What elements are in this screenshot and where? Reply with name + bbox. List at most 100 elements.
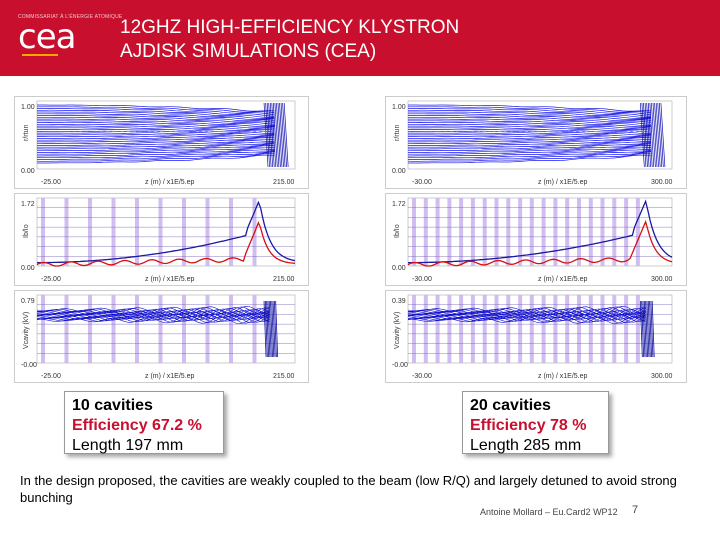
trajectory-spread-line (277, 102, 283, 168)
trajectory-line (37, 140, 275, 145)
voltage-trace (407, 307, 646, 316)
voltage-spread-line (271, 300, 275, 358)
trajectory-line (408, 134, 651, 138)
left-current-plot: 1.72 0.00 Ib/Io -25.00 z (m) / x1E/5.ep … (14, 193, 309, 286)
cavity-band (612, 198, 617, 266)
voltage-trace (407, 308, 646, 317)
trajectory-line (408, 131, 651, 134)
y-min-label: 0.00 (21, 265, 35, 272)
trajectory-line (37, 135, 275, 139)
voltage-trace (36, 307, 270, 316)
cavity-band (158, 295, 163, 363)
trajectory-line (37, 134, 275, 138)
y-max-label: 1.00 (392, 104, 406, 111)
voltage-spread-line (267, 300, 271, 358)
cavity-band (435, 295, 440, 363)
cavity-band (577, 295, 581, 363)
voltage-trace (36, 308, 270, 317)
trajectory-line (408, 118, 651, 123)
trajectory-line (408, 135, 651, 139)
trajectory-spread-line (649, 102, 655, 168)
trajectory-spread-line (639, 102, 645, 168)
right-voltage-plot: 0.39 -0.00 Vcavity (kV) -30.00 z (m) / x… (385, 290, 687, 383)
cavity-band (577, 198, 581, 266)
length-value: Length 197 mm (72, 437, 184, 454)
cavity-band (229, 198, 233, 266)
footer-author: Antoine Mollard – Eu.Card2 WP12 (480, 507, 618, 517)
cavity-band (88, 295, 92, 363)
trajectory-spread-line (660, 102, 666, 168)
right-radius-plot: 1.00 0.00 r/rtun -30.00 z (m) / x1E/5.ep… (385, 96, 687, 189)
x-axis-label: z (m) / x1E/5.ep (145, 276, 195, 283)
trajectory-line (37, 131, 275, 134)
trajectory-line (408, 150, 651, 157)
voltage-trace (36, 314, 270, 324)
cavity-band (518, 295, 523, 363)
voltage-trace (407, 311, 646, 320)
cavity-band (624, 295, 629, 363)
trajectory-line (37, 111, 275, 118)
trajectory-line (37, 116, 275, 122)
trajectory-line (408, 128, 651, 131)
x-max-label: 300.00 (651, 276, 673, 283)
current-second-harmonic-curve (36, 221, 296, 267)
voltage-trace (407, 315, 646, 325)
cavity-band (447, 295, 452, 363)
trajectory-line (408, 150, 651, 159)
cavity-band (506, 295, 511, 363)
voltage-spread-line (651, 300, 655, 358)
trajectory-line (407, 127, 651, 130)
x-max-label: 215.00 (273, 276, 295, 283)
cavity-band (135, 198, 139, 266)
cavity-band (588, 198, 593, 266)
trajectory-line (37, 145, 275, 152)
cavity-band (470, 198, 475, 266)
trajectory-spread-line (644, 102, 650, 168)
cavity-band (541, 295, 546, 363)
x-min-label: -30.00 (412, 276, 432, 283)
trajectory-line (37, 138, 275, 143)
x-axis-label: z (m) / x1E/5.ep (538, 373, 588, 380)
trajectory-line (408, 106, 651, 113)
cavity-band (600, 198, 605, 266)
voltage-trace (407, 308, 646, 317)
voltage-trace (36, 308, 270, 317)
cavity-band (41, 295, 45, 363)
trajectory-line (407, 152, 651, 162)
voltage-spread-line (650, 300, 654, 358)
logo-subtitle: COMMISSARIAT À L'ÉNERGIE ATOMIQUE (18, 14, 123, 20)
cavity-band (624, 198, 629, 266)
trajectory-line (408, 141, 651, 146)
trajectory-line (37, 108, 275, 116)
cavity-band (553, 295, 558, 363)
x-min-label: -25.00 (41, 276, 61, 283)
cavity-band (435, 198, 440, 266)
voltage-spread-line (272, 300, 276, 358)
x-max-label: 300.00 (651, 373, 673, 380)
y-min-label: -0.00 (392, 362, 408, 369)
y-min-label: -0.00 (21, 362, 37, 369)
trajectory-line (37, 109, 275, 117)
cavity-band (252, 295, 257, 363)
electron-trajectories (36, 102, 289, 168)
y-axis-label: r/rtun (23, 125, 30, 141)
trajectory-spread-line (266, 102, 272, 168)
trajectory-line (37, 113, 275, 119)
y-max-label: 1.00 (21, 104, 35, 111)
x-min-label: -30.00 (412, 373, 432, 380)
trajectory-spread-line (265, 102, 270, 168)
cavity-band (565, 198, 570, 266)
left-radius-plot: 1.00 0.00 r/rtun -25.00 z (m) / x1E/5.ep… (14, 96, 309, 189)
efficiency-value: Efficiency 78 % (470, 417, 587, 434)
efficiency-value: Efficiency 67.2 % (72, 417, 202, 434)
trajectory-line (408, 130, 651, 133)
trajectory-line (37, 146, 275, 153)
y-axis-label: Ib/Io (394, 224, 401, 238)
trajectory-spread-line (658, 102, 664, 168)
x-max-label: 215.00 (273, 179, 295, 186)
cavity-band (41, 198, 45, 266)
trajectory-line (408, 137, 651, 141)
trajectory-line (408, 145, 651, 152)
slide-title: 12GHZ HIGH-EFFICIENCY KLYSTRON AJDISK SI… (120, 16, 459, 64)
y-min-label: 0.00 (392, 265, 406, 272)
